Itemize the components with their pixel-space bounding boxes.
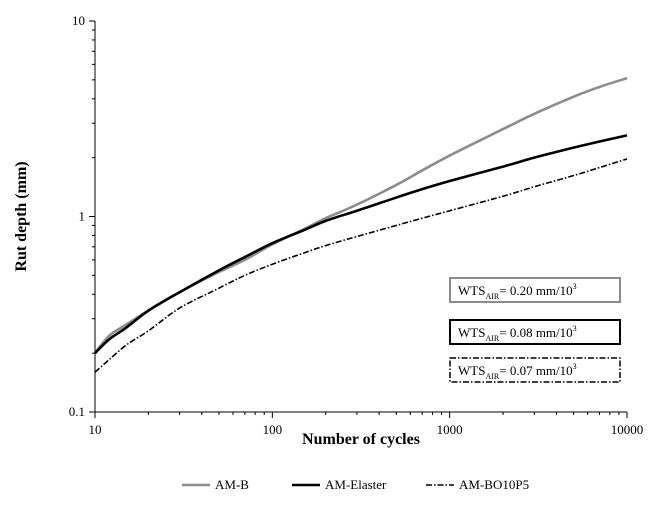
y-axis-title: Rut depth (mm) — [13, 161, 30, 271]
tick-labels: 10 100 1000 10000 0.1 1 10 — [69, 13, 644, 437]
tick-marks — [89, 20, 628, 418]
annotation-text: WTSAIR= 0.20 mm/103 — [458, 282, 577, 301]
legend-label: AM-B — [215, 477, 249, 492]
annotation-text: WTSAIR= 0.08 mm/103 — [458, 324, 577, 343]
wts-annotation-box: WTSAIR= 0.20 mm/103 — [449, 277, 621, 303]
legend-item: AM-BO10P5 — [426, 477, 529, 492]
legend-item: AM-Elaster — [292, 477, 387, 492]
series-layer — [93, 76, 628, 373]
axes — [94, 21, 627, 413]
x-tick-label: 100 — [263, 422, 283, 437]
series-line-am-bo10p5 — [94, 158, 628, 373]
x-tick-label: 1000 — [437, 422, 463, 437]
x-axis-title: Number of cycles — [302, 431, 420, 448]
y-tick-label: 10 — [72, 13, 85, 28]
annotation-border — [449, 277, 621, 303]
x-tick-label: 10000 — [611, 422, 644, 437]
y-tick-label: 1 — [79, 209, 86, 224]
y-tick-label: 0.1 — [69, 404, 85, 419]
annotation-border — [449, 319, 621, 345]
legend-item: AM-B — [182, 477, 249, 492]
x-tick-label: 10 — [89, 422, 102, 437]
wts-annotation-box: WTSAIR= 0.08 mm/103 — [449, 319, 621, 345]
annotation-text: WTSAIR= 0.07 mm/103 — [458, 362, 577, 381]
legend-label: AM-Elaster — [325, 477, 387, 492]
legend-label: AM-BO10P5 — [459, 477, 529, 492]
annotation-border — [449, 357, 621, 383]
wts-annotation-box: WTSAIR= 0.07 mm/103 — [449, 357, 621, 383]
legend: AM-B AM-Elaster AM-BO10P5 — [182, 477, 529, 492]
series-line-am-elaster — [94, 134, 628, 355]
annotation-layer: WTSAIR= 0.20 mm/103 WTSAIR= 0.08 mm/103 WT… — [449, 277, 621, 383]
